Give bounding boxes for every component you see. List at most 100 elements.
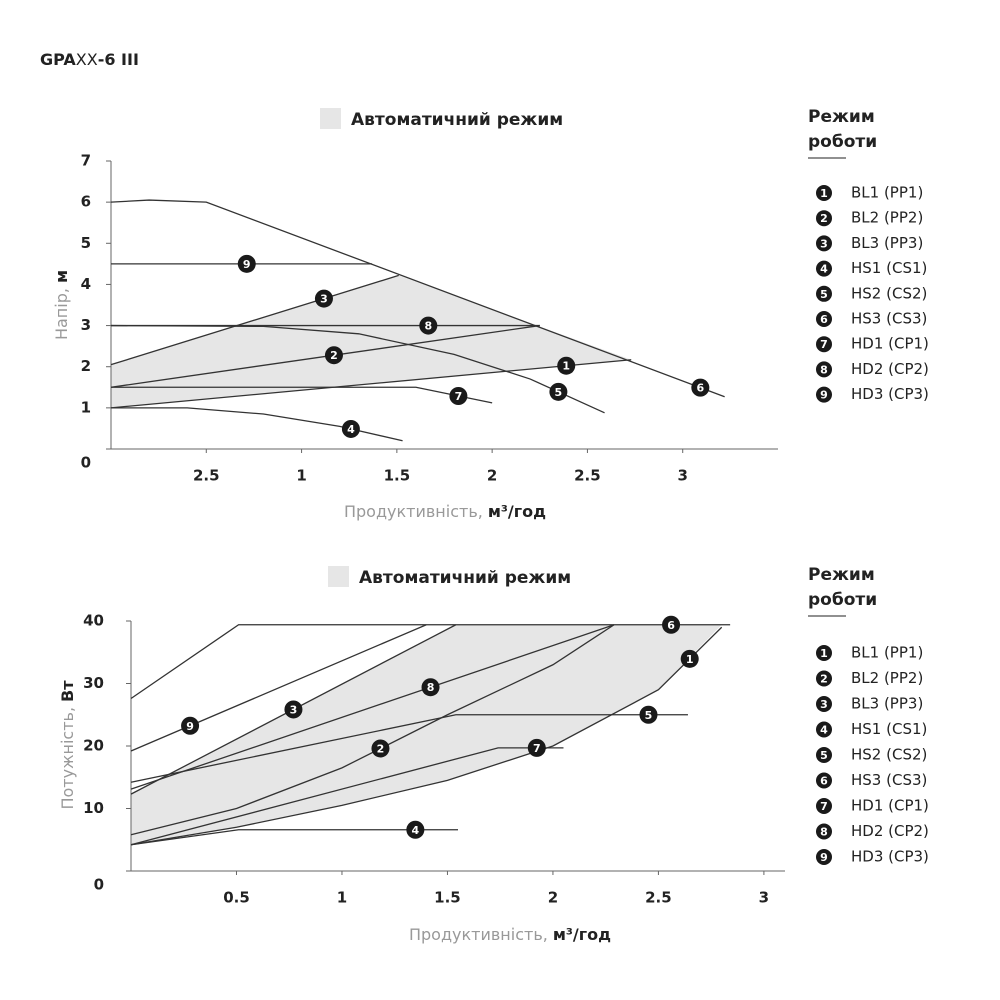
x-axis-label-unit: м³/год bbox=[553, 925, 611, 944]
y-tick-label: 6 bbox=[81, 193, 91, 211]
curve-marker-number: 8 bbox=[424, 320, 432, 333]
y-axis-label-text: Напір, bbox=[52, 288, 71, 340]
curve bbox=[130, 624, 427, 752]
legend-label: HS1 (CS1) bbox=[851, 720, 927, 738]
legend-marker-number: 4 bbox=[820, 724, 828, 737]
x-tick-label: 2 bbox=[548, 889, 558, 907]
legend-label: BL1 (PP1) bbox=[851, 644, 923, 662]
curve bbox=[130, 714, 688, 783]
x-tick-label: 2.5 bbox=[645, 889, 672, 907]
legend-marker bbox=[816, 185, 832, 201]
legend-label: BL2 (PP2) bbox=[851, 669, 923, 687]
curve bbox=[110, 359, 632, 409]
legend-label: HD1 (CP1) bbox=[851, 335, 929, 353]
y-tick-label: 1 bbox=[81, 398, 91, 416]
curve-marker-number: 8 bbox=[427, 681, 435, 694]
legend-marker-number: 8 bbox=[820, 363, 828, 376]
legend-marker bbox=[816, 311, 832, 327]
y-axis-label: Потужність, Вт bbox=[58, 680, 77, 810]
legend-marker bbox=[816, 696, 832, 712]
curve-marker-number: 7 bbox=[455, 390, 463, 403]
y-tick-label: 40 bbox=[83, 612, 104, 630]
y-tick-label: 4 bbox=[81, 275, 91, 293]
curve-marker bbox=[680, 649, 699, 668]
auto-area bbox=[131, 624, 722, 845]
curve bbox=[130, 829, 458, 846]
curve-marker bbox=[639, 705, 658, 724]
legend-marker bbox=[816, 645, 832, 661]
curve-marker bbox=[421, 678, 440, 697]
area-legend-label: Автоматичний режим bbox=[351, 110, 563, 130]
y-axis-label-text: Потужність, bbox=[58, 707, 77, 810]
curve-marker-number: 6 bbox=[667, 619, 675, 632]
area-legend-swatch bbox=[328, 566, 349, 587]
legend-marker-number: 5 bbox=[820, 749, 828, 762]
curve-marker-number: 6 bbox=[697, 382, 705, 395]
curve-marker bbox=[314, 289, 333, 308]
x-tick-label: 1 bbox=[296, 467, 306, 485]
legend-marker bbox=[816, 235, 832, 252]
x-axis-label-unit: м³/год bbox=[488, 502, 546, 521]
curve bbox=[110, 274, 399, 366]
curve-marker-number: 3 bbox=[290, 703, 298, 716]
legend-marker-number: 1 bbox=[820, 647, 828, 660]
title-part: XX bbox=[76, 50, 98, 69]
legend-label: BL3 (PP3) bbox=[851, 695, 923, 713]
legend-marker bbox=[816, 849, 832, 865]
x-axis-label: Продуктивність, м³/год bbox=[344, 502, 546, 521]
curve bbox=[110, 199, 725, 398]
curve bbox=[130, 624, 731, 700]
legend-title: роботи bbox=[808, 590, 877, 610]
x-axis-label-text: Продуктивність, bbox=[409, 925, 548, 944]
legend-marker bbox=[816, 260, 832, 277]
curve-marker bbox=[406, 820, 425, 839]
title-part: -6 III bbox=[98, 50, 139, 69]
legend-marker-number: 9 bbox=[820, 851, 828, 864]
curve-marker-number: 2 bbox=[377, 742, 385, 755]
legend-marker-number: 2 bbox=[820, 673, 828, 686]
curve-marker bbox=[181, 716, 200, 735]
curve-marker bbox=[662, 615, 681, 634]
y-tick-label: 2 bbox=[81, 357, 91, 375]
legend-marker-number: 6 bbox=[820, 313, 828, 326]
y-tick-label: 0 bbox=[81, 454, 91, 472]
area-legend-label: Автоматичний режим bbox=[359, 568, 571, 588]
legend-marker-number: 3 bbox=[820, 237, 828, 250]
curve bbox=[111, 407, 403, 442]
legend-label: BL2 (PP2) bbox=[851, 209, 923, 227]
legend-title: Режим bbox=[808, 107, 875, 127]
legend-marker-number: 4 bbox=[820, 263, 828, 276]
y-axis-label: Напір, м bbox=[52, 270, 71, 340]
legend-marker-number: 7 bbox=[820, 800, 828, 813]
curve bbox=[130, 624, 615, 836]
legend-title: роботи bbox=[808, 132, 877, 152]
legend-marker bbox=[816, 361, 832, 378]
curve-marker-number: 1 bbox=[686, 653, 694, 666]
curve bbox=[110, 324, 605, 414]
legend-title: Режим bbox=[808, 565, 875, 585]
legend-marker bbox=[816, 210, 832, 227]
curve-marker bbox=[527, 738, 546, 757]
x-tick-label: 1.5 bbox=[434, 889, 461, 907]
legend-marker bbox=[816, 285, 832, 302]
legend-label: HS2 (CS2) bbox=[851, 284, 927, 302]
curve-marker bbox=[691, 378, 710, 397]
x-tick-label: 1.5 bbox=[384, 467, 411, 485]
x-tick-label: 0.5 bbox=[223, 889, 250, 907]
legend-label: HS2 (CS2) bbox=[851, 746, 927, 764]
curve bbox=[130, 624, 615, 790]
legend-marker bbox=[816, 336, 832, 353]
curve-marker bbox=[549, 382, 568, 401]
y-tick-label: 10 bbox=[83, 799, 104, 817]
x-tick-label: 3 bbox=[759, 889, 769, 907]
legend-label: HS3 (CS3) bbox=[851, 310, 927, 328]
legend-label: HD2 (CP2) bbox=[851, 822, 929, 840]
curve-marker bbox=[324, 346, 343, 365]
legend-label: BL3 (PP3) bbox=[851, 234, 923, 252]
legend-marker bbox=[816, 670, 832, 687]
legend-marker bbox=[816, 747, 832, 763]
legend-label: HD2 (CP2) bbox=[851, 360, 929, 378]
x-tick-label: 2 bbox=[487, 467, 497, 485]
legend-marker-number: 5 bbox=[820, 288, 828, 301]
